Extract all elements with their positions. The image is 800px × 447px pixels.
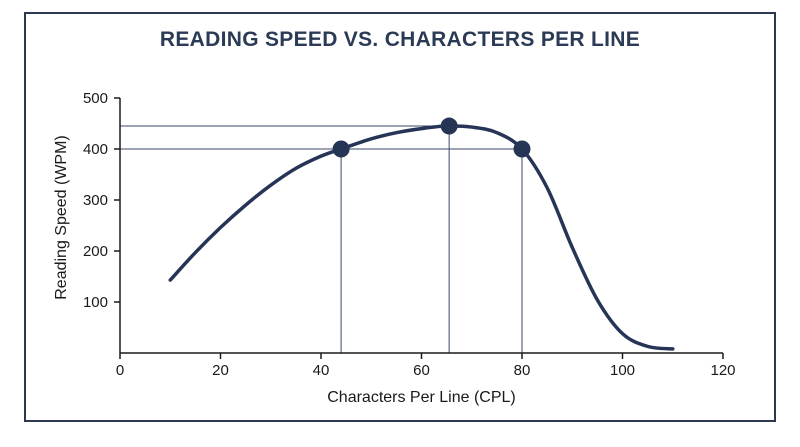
x-tick-label: 120 — [710, 362, 735, 379]
chart-frame — [24, 12, 776, 422]
y-ticks: 100 200 300 400 500 — [83, 90, 120, 311]
y-tick-label: 200 — [83, 243, 108, 260]
y-tick-label: 300 — [83, 192, 108, 209]
reading-speed-curve — [168, 124, 675, 351]
x-tick-label: 80 — [514, 362, 531, 379]
x-tick-label: 40 — [313, 362, 330, 379]
axes — [119, 98, 723, 354]
y-tick-label: 100 — [83, 294, 108, 311]
chart-title: READING SPEED VS. CHARACTERS PER LINE — [159, 28, 641, 51]
x-ticks: 0 20 40 60 80 100 120 — [116, 353, 736, 379]
x-tick-label: 20 — [212, 362, 229, 379]
x-tick-label: 100 — [610, 362, 635, 379]
highlight-points — [332, 117, 531, 158]
guide-lines — [120, 125, 523, 353]
data-point — [332, 140, 350, 158]
x-axis-label: Characters Per Line (CPL) — [327, 389, 516, 406]
data-point — [513, 140, 531, 158]
x-tick-label: 60 — [413, 362, 430, 379]
x-tick-label: 0 — [116, 362, 124, 379]
y-tick-label: 500 — [83, 90, 108, 107]
y-axis-label: Reading Speed (WPM) — [53, 135, 70, 300]
data-point — [440, 117, 458, 135]
y-tick-label: 400 — [83, 141, 108, 158]
